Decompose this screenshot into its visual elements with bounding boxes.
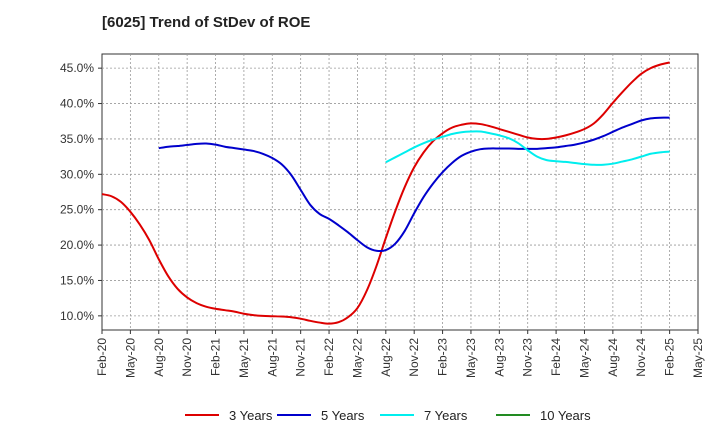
y-tick-label: 20.0% bbox=[60, 238, 94, 252]
y-tick-label: 35.0% bbox=[60, 132, 94, 146]
x-tick-label: Feb-23 bbox=[436, 338, 450, 376]
legend-item-7-years: 7 Years bbox=[380, 404, 467, 426]
y-tick-label: 15.0% bbox=[60, 273, 94, 287]
x-tick-label: Aug-24 bbox=[606, 338, 620, 377]
legend-swatch bbox=[185, 414, 219, 416]
x-tick-label: Feb-25 bbox=[663, 338, 677, 376]
chart-legend: 3 Years 5 Years 7 Years 10 Years bbox=[0, 404, 720, 426]
x-tick-label: May-23 bbox=[464, 338, 478, 378]
y-tick-label: 10.0% bbox=[60, 309, 94, 323]
y-tick-label: 45.0% bbox=[60, 61, 94, 75]
x-tick-label: Nov-21 bbox=[294, 338, 308, 377]
x-axis-ticks: Feb-20 May-20 Aug-20 Nov-20 Feb-21 May-21 Aug-… bbox=[95, 330, 705, 378]
legend-label: 10 Years bbox=[540, 407, 591, 423]
x-tick-label: Aug-20 bbox=[152, 338, 166, 377]
x-tick-label: Nov-24 bbox=[634, 338, 648, 377]
legend-swatch bbox=[380, 414, 414, 416]
chart-title: [6025] Trend of StDev of ROE bbox=[102, 14, 311, 31]
x-tick-label: Feb-24 bbox=[549, 338, 563, 376]
x-tick-label: Aug-21 bbox=[265, 338, 279, 377]
x-tick-label: May-25 bbox=[691, 338, 705, 378]
plot-area bbox=[101, 53, 699, 331]
series-lines bbox=[101, 61, 670, 325]
x-tick-label: Aug-22 bbox=[379, 338, 393, 377]
x-tick-label: Nov-23 bbox=[521, 338, 535, 377]
x-tick-label: Feb-22 bbox=[322, 338, 336, 376]
series-line-7-years bbox=[385, 130, 670, 166]
series-line-5-years bbox=[158, 116, 670, 253]
y-axis-ticks: 10.0% 15.0% 20.0% 25.0% 30.0% 35.0% 40.0% 45.0% bbox=[60, 61, 102, 323]
x-tick-label: Feb-21 bbox=[209, 338, 223, 376]
y-tick-label: 25.0% bbox=[60, 203, 94, 217]
x-tick-label: Nov-20 bbox=[180, 338, 194, 377]
x-tick-label: May-22 bbox=[350, 338, 364, 378]
legend-label: 7 Years bbox=[424, 407, 468, 423]
legend-item-3-years: 3 Years bbox=[185, 404, 272, 426]
x-tick-label: Aug-23 bbox=[492, 338, 506, 377]
legend-item-5-years: 5 Years bbox=[277, 404, 364, 426]
x-tick-label: May-21 bbox=[237, 338, 251, 378]
x-tick-label: Nov-22 bbox=[407, 338, 421, 377]
x-tick-label: May-24 bbox=[577, 338, 591, 378]
x-tick-label: Feb-20 bbox=[95, 338, 109, 376]
legend-label: 3 Years bbox=[229, 407, 273, 423]
legend-label: 5 Years bbox=[321, 407, 365, 423]
series-line-3-years bbox=[101, 61, 670, 325]
x-tick-label: May-20 bbox=[123, 338, 137, 378]
y-tick-label: 40.0% bbox=[60, 97, 94, 111]
legend-swatch bbox=[496, 414, 530, 416]
legend-item-10-years: 10 Years bbox=[496, 404, 591, 426]
legend-swatch bbox=[277, 414, 311, 416]
y-tick-label: 30.0% bbox=[60, 167, 94, 181]
